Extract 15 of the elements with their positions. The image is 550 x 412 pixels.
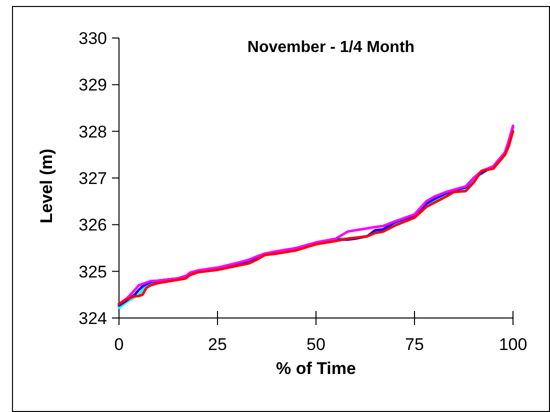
- y-tick-label: 325: [78, 262, 107, 282]
- y-tick-label: 324: [78, 308, 107, 328]
- chart-title: November - 1/4 Month: [247, 39, 415, 56]
- y-tick-label: 329: [78, 76, 107, 95]
- x-tick-label: 50: [306, 335, 326, 354]
- x-tick-label: 25: [208, 335, 227, 354]
- y-axis-title: Level (m): [37, 148, 56, 224]
- y-tick-label: 330: [78, 28, 107, 48]
- y-tick-label: 327: [78, 168, 107, 188]
- x-tick-label: 100: [498, 335, 528, 354]
- x-tick-label: 0: [114, 335, 124, 354]
- x-tick-label: 75: [405, 335, 424, 354]
- y-tick-label: 326: [78, 216, 107, 235]
- y-tick-label: 328: [78, 122, 107, 142]
- x-axis-title: % of Time: [276, 359, 356, 378]
